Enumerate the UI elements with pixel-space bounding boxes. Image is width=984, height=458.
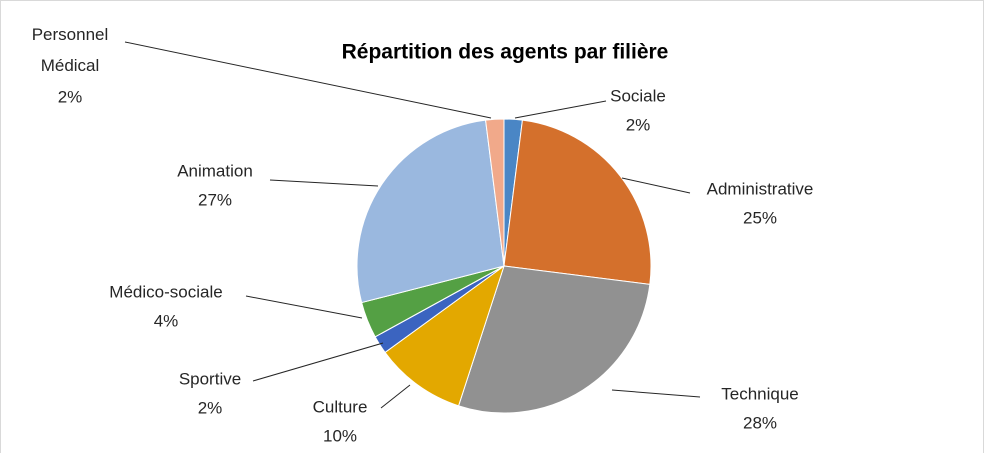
data-label-value: 2%	[626, 115, 651, 134]
chart-title: Répartition des agents par filière	[342, 41, 669, 64]
leader-line	[621, 177, 691, 194]
pie-slice	[485, 118, 505, 267]
data-label-name: Sportive	[179, 369, 241, 388]
data-label-value: 28%	[743, 413, 777, 432]
data-label-value: 25%	[743, 208, 777, 227]
data-label-name: Personnel Médical	[32, 25, 109, 75]
leader-line	[245, 295, 363, 319]
data-label-name: Administrative	[707, 179, 814, 198]
leader-line	[252, 342, 384, 382]
leader-line	[380, 384, 411, 409]
data-label-name: Sociale	[610, 86, 666, 105]
leader-line	[514, 100, 607, 119]
data-label-name: Animation	[177, 161, 253, 180]
data-label-value: 2%	[58, 87, 83, 106]
data-label-value: 2%	[198, 398, 223, 417]
data-label-value: 10%	[323, 426, 357, 445]
pie-slice	[457, 265, 651, 414]
pie-slice	[503, 119, 652, 285]
pie-slice	[384, 264, 505, 407]
leader-line	[124, 41, 492, 119]
pie-slice	[356, 119, 505, 304]
data-label-name: Culture	[313, 397, 368, 416]
leader-line	[269, 179, 379, 187]
data-label-value: 4%	[154, 311, 179, 330]
data-label-value: 27%	[198, 190, 232, 209]
data-label-name: Médico-sociale	[109, 282, 222, 301]
data-label-name: Technique	[721, 384, 799, 403]
leader-line	[611, 389, 701, 398]
